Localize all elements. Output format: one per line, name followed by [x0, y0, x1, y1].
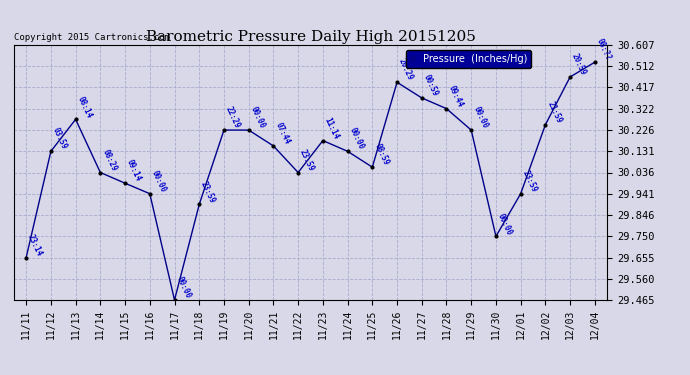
- Text: 23:59: 23:59: [521, 169, 539, 194]
- Legend: Pressure  (Inches/Hg): Pressure (Inches/Hg): [406, 50, 531, 68]
- Text: 08:14: 08:14: [76, 94, 94, 119]
- Text: 22:29: 22:29: [224, 105, 242, 130]
- Text: 20:29: 20:29: [397, 57, 415, 82]
- Text: Copyright 2015 Cartronics.com: Copyright 2015 Cartronics.com: [14, 33, 170, 42]
- Text: 23:59: 23:59: [199, 180, 217, 204]
- Text: 07:44: 07:44: [273, 121, 291, 146]
- Text: 09:44: 09:44: [446, 84, 464, 109]
- Text: 00:00: 00:00: [471, 105, 489, 130]
- Text: 08:59: 08:59: [373, 142, 391, 167]
- Text: 23:14: 23:14: [26, 233, 44, 258]
- Text: 21:59: 21:59: [545, 100, 563, 125]
- Text: 00:00: 00:00: [348, 126, 366, 151]
- Text: 09:14: 09:14: [125, 159, 143, 183]
- Title: Barometric Pressure Daily High 20151205: Barometric Pressure Daily High 20151205: [146, 30, 475, 44]
- Text: 08:29: 08:29: [100, 148, 118, 172]
- Text: 23:59: 23:59: [298, 148, 316, 172]
- Text: 00:00: 00:00: [175, 275, 193, 300]
- Text: 00:00: 00:00: [150, 169, 168, 194]
- Text: 00:00: 00:00: [248, 105, 266, 130]
- Text: 11:14: 11:14: [323, 116, 341, 141]
- Text: 03:59: 03:59: [51, 126, 69, 151]
- Text: 00:59: 00:59: [422, 73, 440, 98]
- Text: 00:00: 00:00: [496, 211, 514, 236]
- Text: 20:59: 20:59: [570, 52, 588, 77]
- Text: 08:??: 08:??: [595, 38, 613, 62]
